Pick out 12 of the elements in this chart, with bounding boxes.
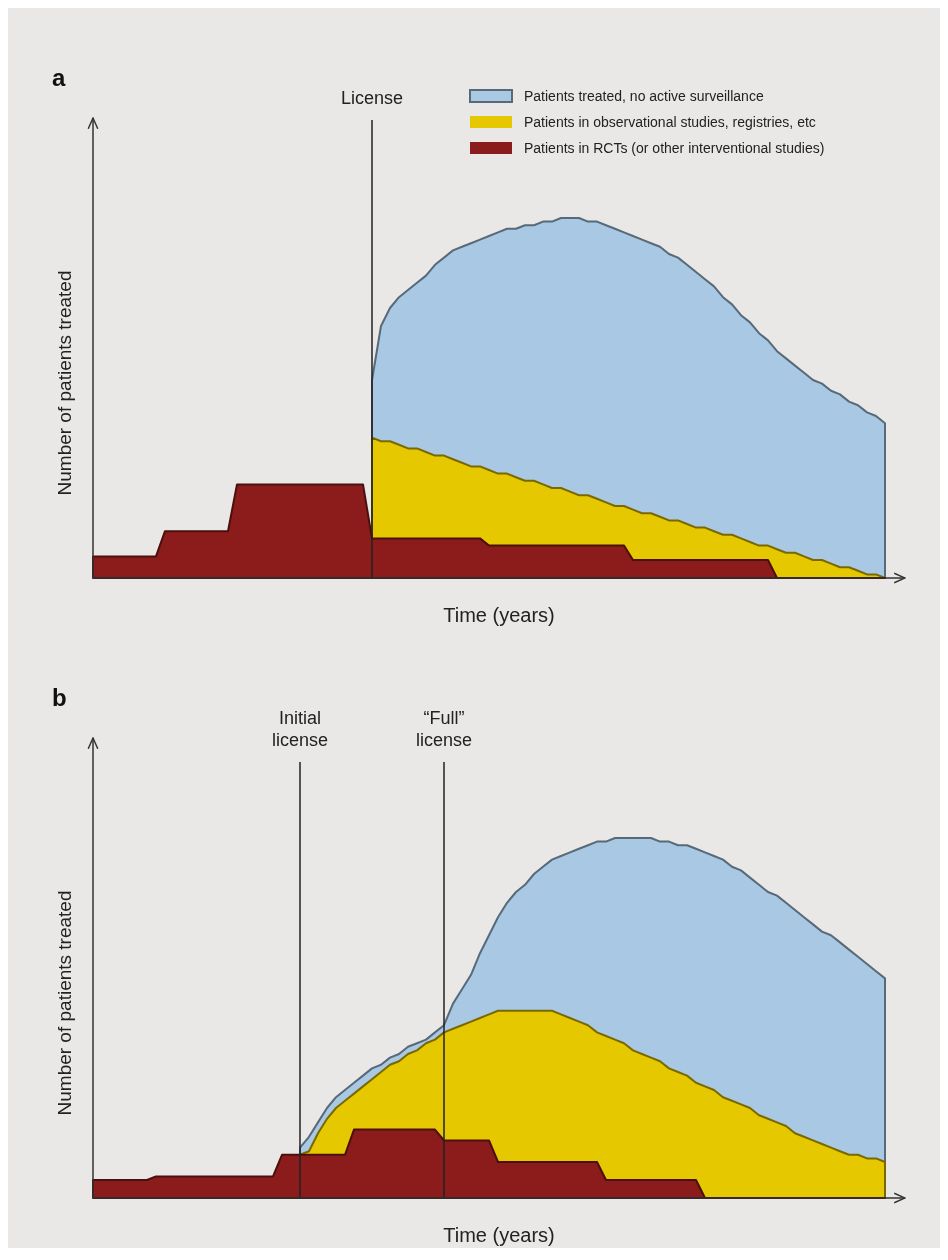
legend-label: Patients treated, no active surveillance [524,88,764,104]
text: Initial license [271,708,329,750]
text: License [340,88,404,108]
y-axis-title: Number of patients treated [54,890,75,1116]
chart-title: a [52,64,66,91]
y-axis-title: Number of patients treated [54,270,75,496]
chart-title: b [52,684,67,711]
text: “Full” license [415,708,473,750]
x-axis-title: Time (years) [443,1224,555,1246]
x-axis-title: Time (years) [443,604,555,626]
legend-label: Patients in RCTs (or other interventional studies) [524,140,825,156]
legend-label: Patients in observational studies, registries, etc [524,114,816,130]
